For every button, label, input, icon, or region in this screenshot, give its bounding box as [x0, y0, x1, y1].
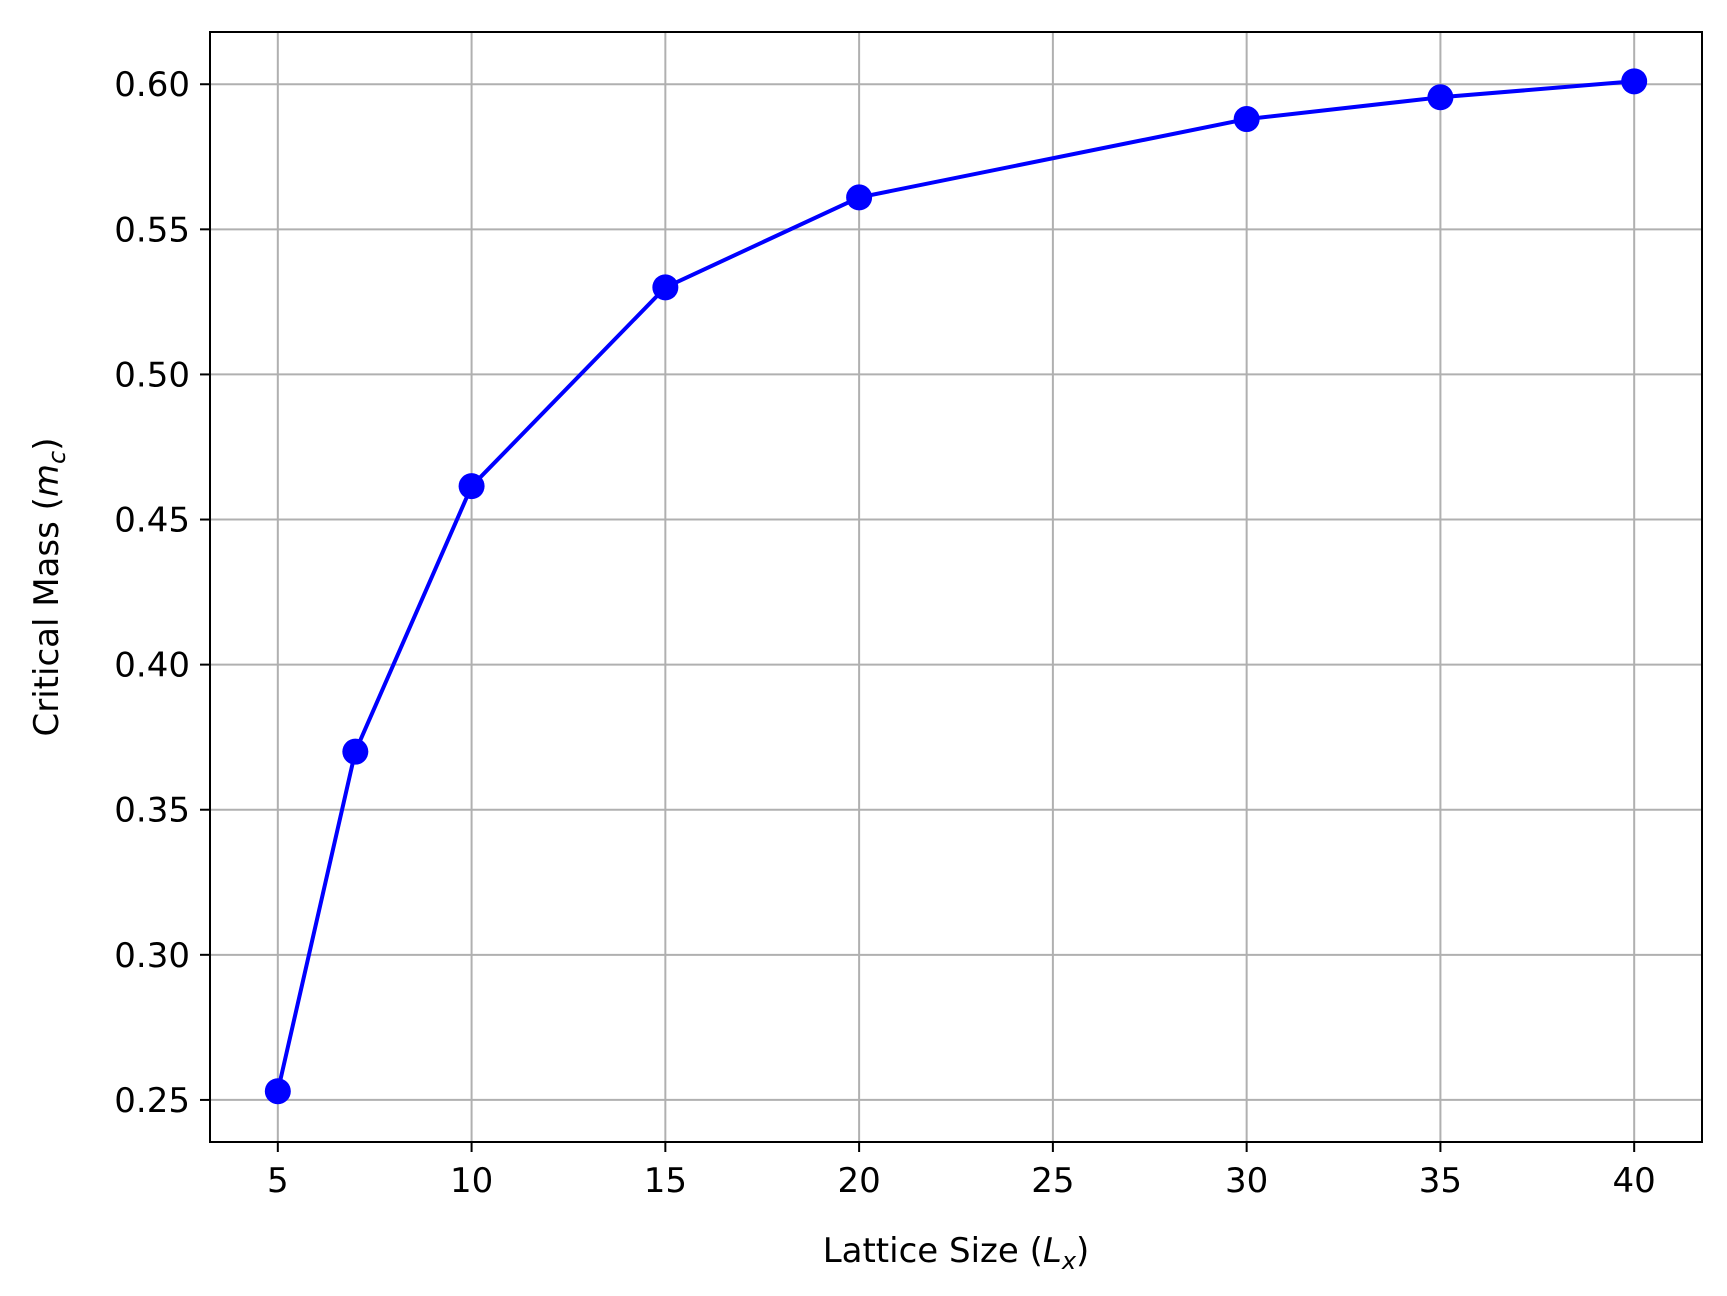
x-tick-label: 35: [1419, 1161, 1462, 1201]
y-tick-label: 0.30: [114, 936, 190, 976]
x-tick-label: 40: [1613, 1161, 1656, 1201]
data-point: [458, 473, 485, 500]
y-axis-label: Critical Mass (mc): [27, 438, 71, 737]
series-layer: [264, 68, 1648, 1105]
x-tick-label: 5: [267, 1161, 289, 1201]
data-point: [846, 184, 873, 211]
y-tick-label: 0.35: [114, 791, 190, 831]
x-tick-label: 20: [837, 1161, 880, 1201]
data-point: [1233, 106, 1260, 133]
data-point: [652, 274, 679, 301]
plot-frame: [209, 31, 1703, 1143]
y-tick-label: 0.55: [114, 210, 190, 250]
y-tick-label: 0.45: [114, 501, 190, 541]
x-tick-label: 30: [1225, 1161, 1268, 1201]
x-tick-label: 10: [450, 1161, 493, 1201]
x-axis-label: Lattice Size (Lx): [823, 1231, 1090, 1275]
data-point: [1621, 68, 1648, 95]
y-tick-label: 0.60: [114, 65, 190, 105]
x-tick-label: 25: [1031, 1161, 1074, 1201]
data-point: [264, 1078, 291, 1105]
data-point: [1427, 84, 1454, 111]
y-tick-label: 0.50: [114, 355, 190, 395]
y-tick-label: 0.25: [114, 1081, 190, 1121]
data-point: [342, 738, 369, 765]
y-tick-label: 0.40: [114, 646, 190, 686]
ticks: 5 10 15 20 25 30 35 40 0.25 0.30 0.35 0.40 0.45 0.50 0…: [114, 65, 1656, 1201]
grid: [210, 32, 1702, 1142]
series-line: [275, 79, 1635, 1092]
x-tick-label: 15: [644, 1161, 687, 1201]
